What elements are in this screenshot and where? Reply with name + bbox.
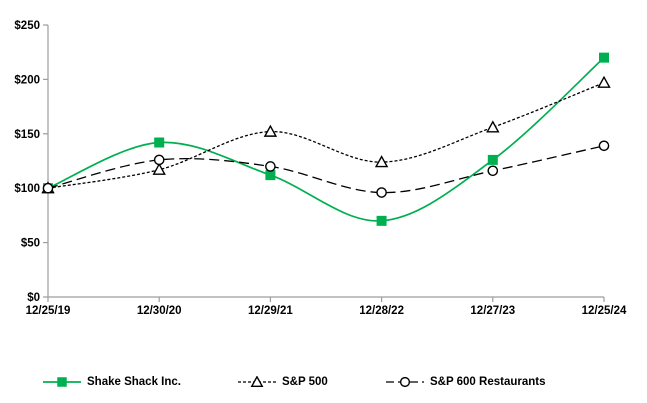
triangle-marker-icon <box>263 124 278 137</box>
square-marker-icon <box>599 52 609 63</box>
sp600-restaurants-line-marker-icon <box>386 376 424 388</box>
square-marker-icon <box>376 215 387 226</box>
series-line-s-p-600-restaurants <box>47 145 605 194</box>
triangle-marker-icon <box>374 155 389 168</box>
y-axis-tick-label: $150 <box>14 129 40 141</box>
x-axis-tick-label: 12/25/24 <box>582 305 627 317</box>
legend-label-shake-shack: Shake Shack Inc. <box>87 376 181 388</box>
triangle-marker-icon <box>250 376 264 387</box>
chart-legend: Shake Shack Inc. S&P 500 S&P 600 Restaur… <box>0 374 647 392</box>
sp500-line-marker-icon <box>238 376 276 387</box>
series-line-s-p-500 <box>47 82 605 189</box>
y-axis-tick-label: $200 <box>14 74 40 86</box>
square-marker-icon <box>57 377 67 387</box>
legend-item-sp500: S&P 500 <box>238 374 328 390</box>
x-axis-tick-label: 12/27/23 <box>470 305 515 317</box>
triangle-marker-icon <box>597 75 611 88</box>
legend-label-sp500: S&P 500 <box>282 376 328 388</box>
x-axis-tick-label: 12/29/21 <box>248 305 293 317</box>
square-marker-icon <box>265 170 276 181</box>
legend-item-sp600-restaurants: S&P 600 Restaurants <box>386 374 545 390</box>
series-line-shake-shack-inc <box>47 56 605 222</box>
y-axis-tick-label: $100 <box>14 183 40 195</box>
y-axis-tick-label: $0 <box>27 292 40 304</box>
x-axis-tick-label: 12/28/22 <box>359 305 404 317</box>
square-marker-icon <box>487 154 498 165</box>
legend-item-shake-shack: Shake Shack Inc. <box>43 374 181 390</box>
circle-marker-icon <box>42 182 54 194</box>
circle-marker-icon <box>487 165 499 177</box>
square-marker-icon <box>154 137 165 148</box>
triangle-marker-icon <box>486 120 500 133</box>
circle-marker-icon <box>376 187 387 198</box>
legend-label-sp600-restaurants: S&P 600 Restaurants <box>430 376 546 388</box>
shake-shack-line-marker-icon <box>43 377 81 387</box>
plot-area: $0 $50 $100 $150 $200 $250 12/25/19 12/30/20 12/… <box>14 20 627 317</box>
circle-marker-icon <box>598 140 610 152</box>
circle-marker-icon <box>265 161 276 172</box>
circle-marker-icon <box>153 154 165 166</box>
circle-marker-icon <box>399 376 411 388</box>
y-axis-tick-label: $50 <box>21 238 40 250</box>
x-axis-tick-label: 12/25/19 <box>26 305 71 317</box>
triangle-marker-icon <box>152 162 166 175</box>
y-axis-tick-label: $250 <box>14 20 40 32</box>
x-axis-tick-label: 12/30/20 <box>137 305 182 317</box>
